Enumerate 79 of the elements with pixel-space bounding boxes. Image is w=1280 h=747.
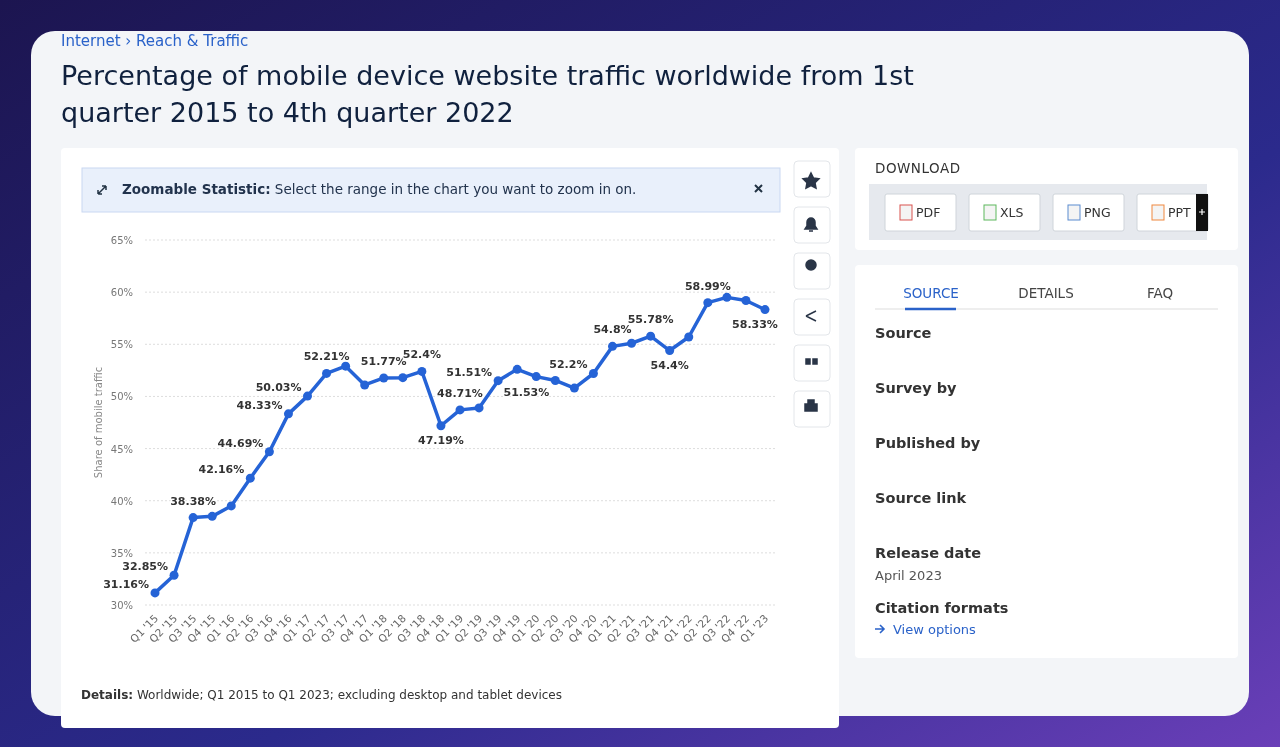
point <box>760 305 770 315</box>
text: Published by <box>875 435 981 451</box>
point <box>684 332 694 342</box>
data-label: 52.2% <box>549 358 588 372</box>
data-label: 32.85% <box>122 560 169 574</box>
text: DOWNLOAD <box>875 160 961 176</box>
point <box>627 338 637 348</box>
y-tick-label: 50% <box>110 391 133 403</box>
point <box>569 383 579 393</box>
text: PDF <box>916 205 941 220</box>
point <box>188 513 198 523</box>
text: April 2023 <box>875 568 942 583</box>
point <box>398 373 408 383</box>
y-tick-label: 65% <box>110 235 133 246</box>
text: Source <box>875 325 932 341</box>
data-label: 50.03% <box>255 381 302 395</box>
text: Citation formats <box>875 600 1009 616</box>
data-label: 51.53% <box>503 386 550 400</box>
y-tick-label: 60% <box>110 287 133 299</box>
point <box>588 368 598 378</box>
point <box>646 331 656 341</box>
data-label: 48.71% <box>437 386 483 400</box>
point <box>665 346 675 356</box>
point <box>531 372 541 382</box>
y-tick-label: 45% <box>110 443 133 455</box>
data-label: 42.16% <box>198 463 245 477</box>
data-label: 54.8% <box>593 323 632 337</box>
data-label: 52.21% <box>303 350 350 364</box>
y-axis-title: Share of mobile traffic <box>93 366 104 479</box>
point <box>512 364 522 374</box>
point <box>722 292 732 302</box>
data-label: 54.4% <box>650 358 689 372</box>
point <box>608 341 617 351</box>
data-label: 38.38% <box>170 494 217 508</box>
point <box>303 391 312 401</box>
text: FAQ <box>1146 285 1174 301</box>
point <box>703 298 713 308</box>
data-label: 51.51% <box>446 365 493 379</box>
y-tick-label: 30% <box>110 600 133 611</box>
point <box>150 588 160 598</box>
point <box>360 380 370 390</box>
point <box>436 421 446 431</box>
point <box>226 501 236 511</box>
data-label: 58.33% <box>732 317 778 331</box>
point <box>417 366 427 376</box>
point <box>341 361 351 371</box>
point <box>283 409 293 419</box>
point <box>264 447 274 457</box>
source-note: Source link <box>875 490 967 506</box>
data-label: 48.33% <box>236 398 283 412</box>
point <box>245 473 255 483</box>
data-label: 44.69% <box>217 436 264 450</box>
point <box>550 375 560 385</box>
point <box>207 511 217 521</box>
text: Details: Worldwide; Q1 2015 to Q1 2023; excluding desktop and tablet devices <box>81 688 562 702</box>
data-label: 31.16% <box>103 577 149 591</box>
text: DETAILS <box>1018 285 1074 301</box>
text: SOURCE <box>903 285 959 301</box>
point <box>741 295 751 305</box>
text: Internet › Reach & Traffic <box>61 32 249 50</box>
data-label: 58.99% <box>684 279 731 293</box>
point <box>474 403 484 413</box>
text: PNG <box>1084 205 1111 220</box>
point <box>169 570 179 580</box>
text: Release date <box>875 545 982 561</box>
text: XLS <box>1000 205 1024 220</box>
chart-title: Percentage of mobile device website traffic worldwide from 1st quarter 2015 to 4th quarter 2022 <box>61 60 914 128</box>
point <box>455 405 465 415</box>
y-tick-label: 35% <box>110 547 133 559</box>
point <box>493 376 503 386</box>
point <box>379 373 389 383</box>
point <box>322 368 332 378</box>
data-label: 47.19% <box>418 433 464 447</box>
text: PPT <box>1168 205 1192 220</box>
y-tick-label: 40% <box>110 495 133 507</box>
text: Zoomable Statistic: Select the range in the chart you want to zoom in on. <box>122 181 637 197</box>
text: View options <box>893 622 977 637</box>
text: Survey by <box>875 380 958 396</box>
y-tick-label: 55% <box>110 339 133 351</box>
